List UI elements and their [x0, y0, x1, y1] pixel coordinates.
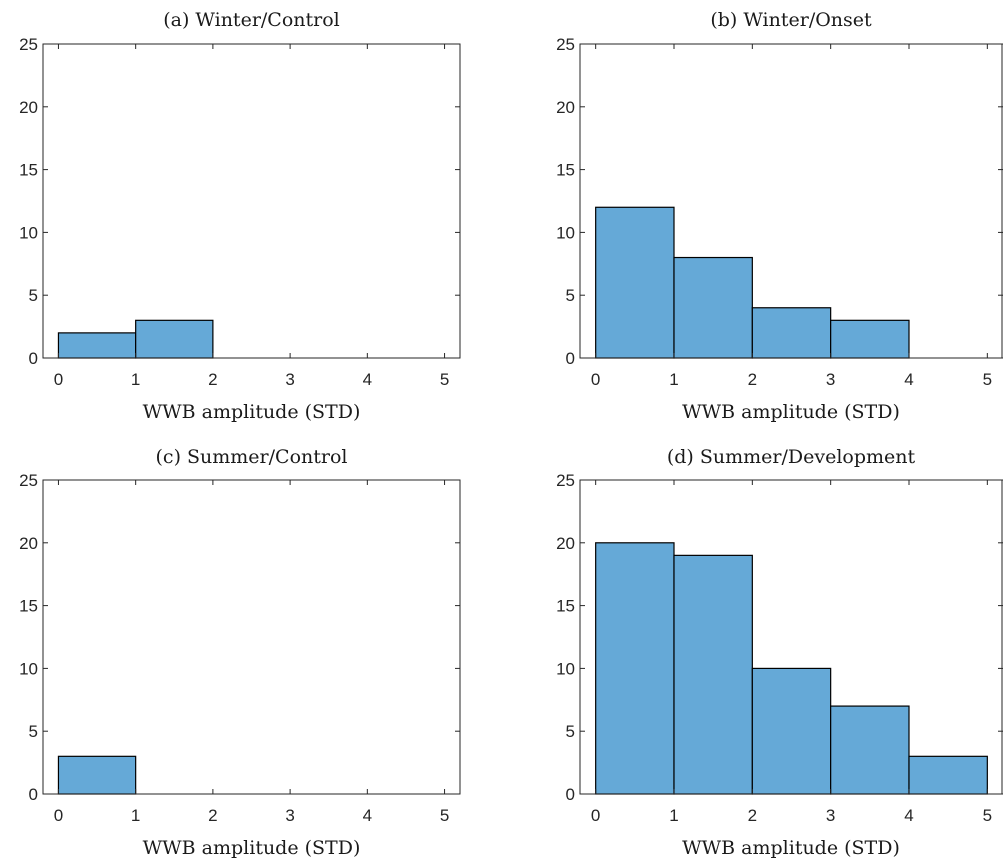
y-tick-label: 0 [566, 785, 575, 804]
panel-title: (a) Winter/Control [163, 9, 340, 31]
y-tick-label: 10 [19, 223, 38, 242]
x-tick-label: 3 [826, 370, 835, 389]
y-tick-label: 0 [566, 349, 575, 368]
histogram-bar [908, 755, 988, 795]
axes-box [579, 43, 1003, 359]
x-axis-label: WWB amplitude (STD) [143, 837, 361, 858]
y-tick-label: 15 [556, 161, 575, 180]
x-tick-label: 1 [669, 806, 678, 825]
histogram-bar [830, 705, 910, 795]
axes-box [42, 43, 461, 359]
panel-title: (c) Summer/Control [156, 446, 348, 468]
axes-box [579, 479, 1003, 795]
panel-title: (b) Winter/Onset [710, 9, 872, 31]
x-tick-label: 3 [285, 370, 294, 389]
y-tick-label: 10 [19, 659, 38, 678]
y-tick-label: 20 [19, 534, 38, 553]
histogram-bar [135, 319, 214, 359]
y-tick-label: 20 [19, 98, 38, 117]
x-tick-label: 2 [208, 370, 217, 389]
x-tick-label: 5 [983, 806, 992, 825]
x-axis-label: WWB amplitude (STD) [682, 401, 900, 423]
y-tick-label: 0 [29, 785, 38, 804]
y-tick-label: 10 [556, 223, 575, 242]
y-tick-label: 5 [29, 722, 38, 741]
axes-box [42, 479, 461, 795]
panel-title: (d) Summer/Development [667, 446, 916, 468]
histogram-bar [57, 755, 137, 795]
histogram-bar [595, 542, 675, 795]
histogram-bar [57, 332, 137, 359]
histogram-bar [673, 554, 753, 795]
x-tick-label: 5 [983, 370, 992, 389]
y-tick-label: 5 [566, 286, 575, 305]
x-tick-label: 3 [826, 806, 835, 825]
y-tick-label: 15 [19, 161, 38, 180]
y-tick-label: 25 [19, 35, 38, 54]
y-tick-label: 25 [556, 471, 575, 490]
y-tick-label: 0 [29, 349, 38, 368]
y-tick-label: 15 [19, 597, 38, 616]
x-tick-label: 4 [904, 370, 913, 389]
x-tick-label: 0 [54, 806, 63, 825]
x-tick-label: 5 [440, 370, 449, 389]
y-tick-label: 10 [556, 659, 575, 678]
histogram-bar [673, 256, 753, 359]
y-tick-label: 20 [556, 534, 575, 553]
x-tick-label: 1 [669, 370, 678, 389]
y-tick-label: 20 [556, 98, 575, 117]
histogram-bar [830, 319, 910, 359]
x-tick-label: 0 [591, 370, 600, 389]
panel-a: (a) Winter/Control 0 1 2 3 4 5 0 5 10 15 20 25 WWB … [19, 9, 461, 423]
y-tick-label: 5 [29, 286, 38, 305]
x-tick-label: 5 [440, 806, 449, 825]
x-tick-label: 0 [54, 370, 63, 389]
y-tick-label: 15 [556, 597, 575, 616]
x-tick-label: 4 [904, 806, 913, 825]
x-tick-label: 4 [363, 806, 372, 825]
y-tick-label: 25 [556, 35, 575, 54]
x-tick-label: 2 [748, 370, 757, 389]
x-tick-label: 0 [591, 806, 600, 825]
x-tick-label: 1 [131, 806, 140, 825]
y-tick-label: 5 [566, 722, 575, 741]
y-tick-label: 25 [19, 471, 38, 490]
panel-b: (b) Winter/Onset 0 1 2 3 4 5 0 5 10 15 20 25 WWB am… [556, 9, 1003, 423]
histogram-bar [751, 307, 832, 359]
x-axis-label: WWB amplitude (STD) [143, 401, 361, 423]
histogram-bar [595, 206, 675, 359]
panel-d: (d) Summer/Development 0 1 2 3 4 50510152025 … [556, 446, 1003, 858]
panel-c: (c) Summer/Control 0 1 2 3 4 5 0 5 10 15 20 25 WWB … [19, 446, 461, 858]
x-axis-label: WWB amplitude (STD) [682, 837, 900, 858]
histogram-bar [751, 667, 832, 795]
x-tick-label: 3 [285, 806, 294, 825]
x-tick-label: 2 [208, 806, 217, 825]
x-tick-label: 4 [363, 370, 372, 389]
x-tick-label: 2 [748, 806, 757, 825]
x-tick-label: 1 [131, 370, 140, 389]
